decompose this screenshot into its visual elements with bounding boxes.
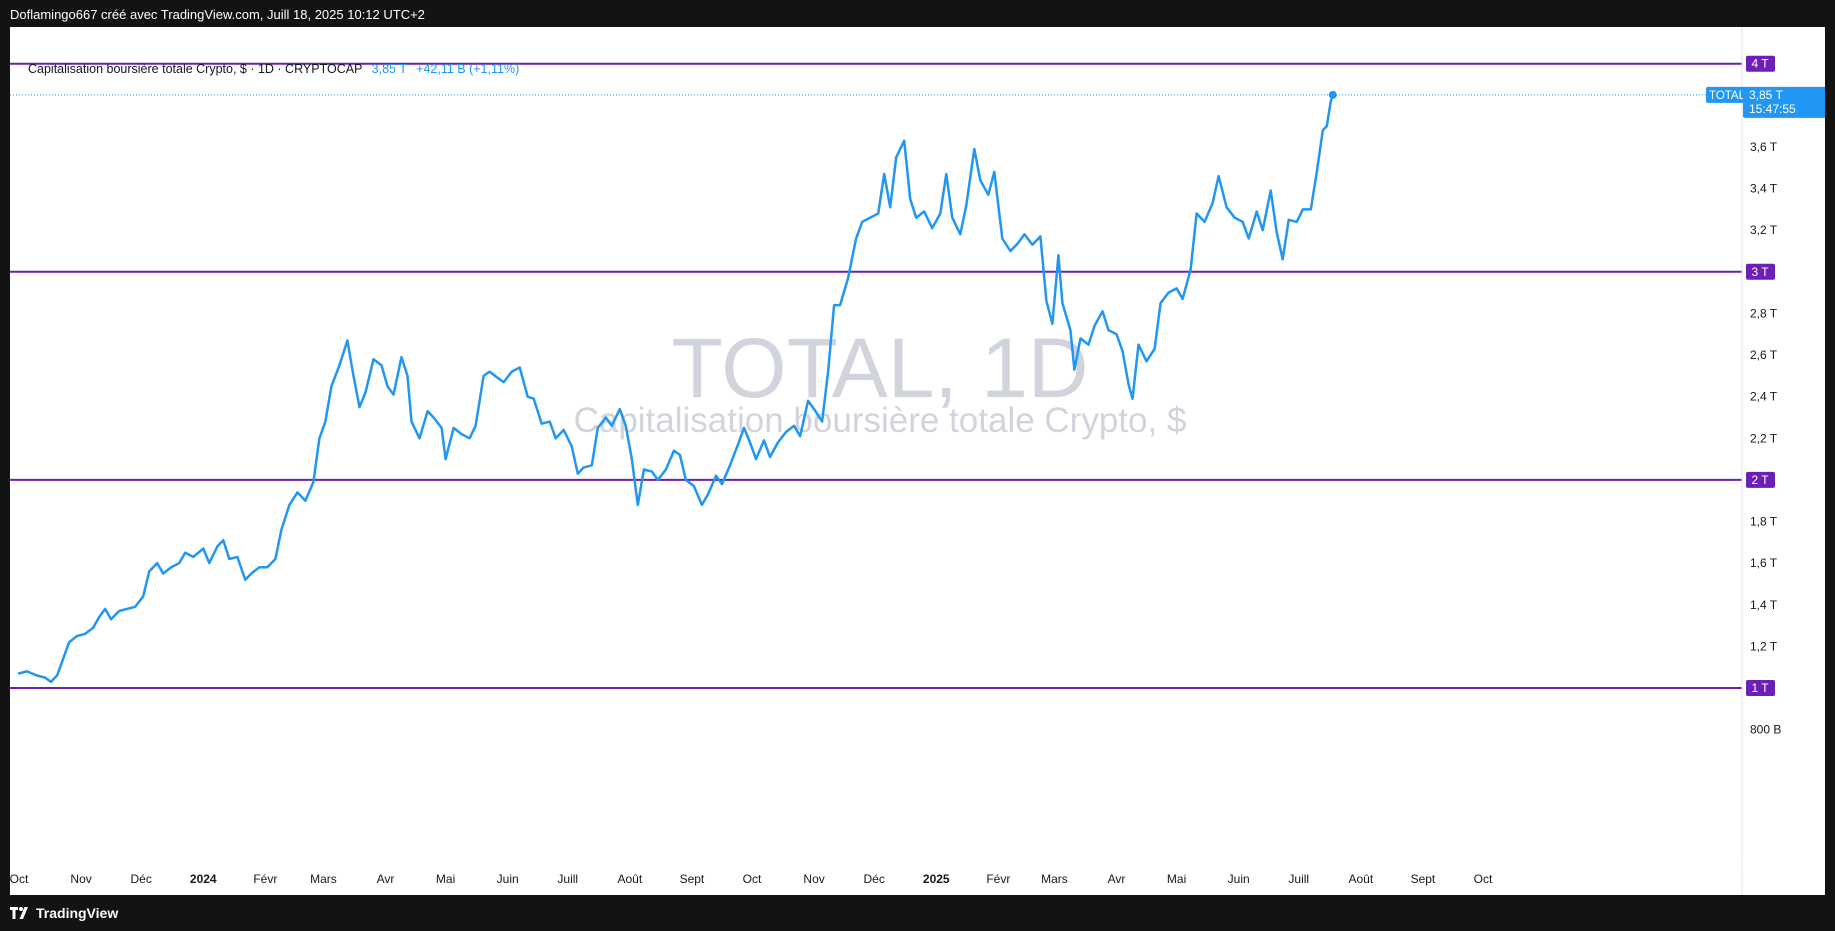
series-group (17, 90, 1337, 684)
time-tick-label: Mars (310, 872, 337, 886)
price-tick-label: 3,2 T (1750, 223, 1778, 237)
price-tick-label: 800 B (1750, 723, 1781, 737)
price-tick-label: 2,2 T (1750, 431, 1778, 445)
time-tick-label: Mai (436, 872, 455, 886)
level-label-bg (1746, 471, 1775, 488)
price-tag-countdown: 15:47:55 (1749, 102, 1796, 116)
time-tick-label: Août (1348, 872, 1373, 886)
level-label-bg (1746, 680, 1775, 696)
price-tick-label: 1,4 T (1750, 598, 1778, 612)
price-axis[interactable]: 800 B 1,2 T 1,4 T 1,6 T 1,8 T 2,2 T 2,4 T 2,6 T… (1750, 140, 1781, 737)
level-label-text: 1 T (1751, 681, 1769, 695)
time-tick-label: Sept (680, 872, 705, 886)
level-label-bg (1746, 55, 1775, 72)
time-tick-label: Mars (1041, 872, 1068, 886)
level-label: 2 T (1746, 471, 1775, 488)
watermark-description: Capitalisation boursière totale Crypto, … (574, 401, 1187, 440)
last-point-marker (1328, 90, 1337, 99)
watermark-ticker: TOTAL, 1D (671, 321, 1088, 415)
price-tag-value-text: 3,85 T (1749, 88, 1783, 102)
time-tick-label: Juill (557, 872, 578, 886)
time-tick-label: 2024 (190, 872, 217, 886)
time-tick-label: Juill (1288, 872, 1309, 886)
footer[interactable]: TradingView (10, 905, 118, 921)
time-tick-label: Mai (1167, 872, 1186, 886)
level-label-text: 2 T (1751, 473, 1769, 487)
tradingview-logo-icon (10, 907, 28, 919)
legend-symbol[interactable]: Capitalisation boursière totale Crypto, … (28, 62, 363, 76)
time-tick-label: Déc (130, 872, 151, 886)
time-tick-label: 2025 (923, 872, 950, 886)
time-tick-label: Juin (1228, 872, 1250, 886)
time-tick-label: Nov (803, 872, 824, 886)
series-line (17, 93, 1335, 684)
price-tag-value: 3,85 T15:47:55 (1743, 86, 1825, 118)
level-label-text: 3 T (1751, 265, 1769, 279)
price-tag-symbol-text: TOTAL (1709, 90, 1746, 102)
footer-brand[interactable]: TradingView (36, 905, 119, 921)
price-tick-label: 1,6 T (1750, 556, 1778, 570)
watermark: TOTAL, 1D Capitalisation boursière total… (574, 321, 1187, 440)
time-tick-label: Déc (863, 872, 884, 886)
price-tick-label: 2,8 T (1750, 306, 1778, 320)
price-tick-label: 3,6 T (1750, 140, 1778, 154)
time-tick-label: Févr (253, 872, 277, 886)
horizontal-levels (10, 62, 1742, 689)
price-tick-label: 2,4 T (1750, 390, 1778, 404)
time-tick-label: Août (617, 872, 642, 886)
time-tick-label: Sept (1411, 872, 1436, 886)
time-tick-label: Oct (10, 872, 29, 886)
time-tick-label: Avr (377, 872, 395, 886)
legend[interactable]: Capitalisation boursière totale Crypto, … (28, 62, 519, 76)
time-tick-label: Nov (70, 872, 91, 886)
chart-header: Doflamingo667 créé avec TradingView.com,… (10, 7, 425, 22)
time-tick-label: Oct (743, 872, 762, 886)
level-label-text: 4 T (1751, 57, 1769, 71)
level-label: 4 T (1746, 55, 1775, 72)
price-tag-symbol-bg (1706, 86, 1748, 103)
level-label: 3 T (1746, 263, 1775, 280)
price-tag-symbol: TOTAL (1706, 86, 1748, 103)
chart-frame[interactable]: TOTAL, 1D Capitalisation boursière total… (10, 27, 1825, 895)
level-label-bg (1746, 263, 1775, 280)
price-tick-label: 1,8 T (1750, 515, 1778, 529)
chart-canvas[interactable]: TOTAL, 1D Capitalisation boursière total… (10, 27, 1825, 895)
time-tick-label: Oct (1474, 872, 1493, 886)
axis-labels: 1 T 2 T 3 T 4 T TOTAL 3,85 T15:47:55 (1706, 55, 1825, 696)
time-axis[interactable]: Oct Nov Déc 2024 Févr Mars Avr Mai Juin Juill Août… (10, 872, 1493, 886)
legend-last-price: 3,85 T (371, 62, 407, 76)
price-tick-label: 3,4 T (1750, 182, 1778, 196)
time-tick-label: Avr (1108, 872, 1126, 886)
price-tick-label: 2,6 T (1750, 348, 1778, 362)
time-tick-label: Juin (497, 872, 519, 886)
level-label: 1 T (1746, 680, 1775, 696)
legend-change: +42,11 B (+1,11%) (416, 62, 520, 76)
price-tick-label: 1,2 T (1750, 639, 1778, 653)
price-tag-value-bg (1743, 86, 1825, 118)
time-tick-label: Févr (986, 872, 1010, 886)
